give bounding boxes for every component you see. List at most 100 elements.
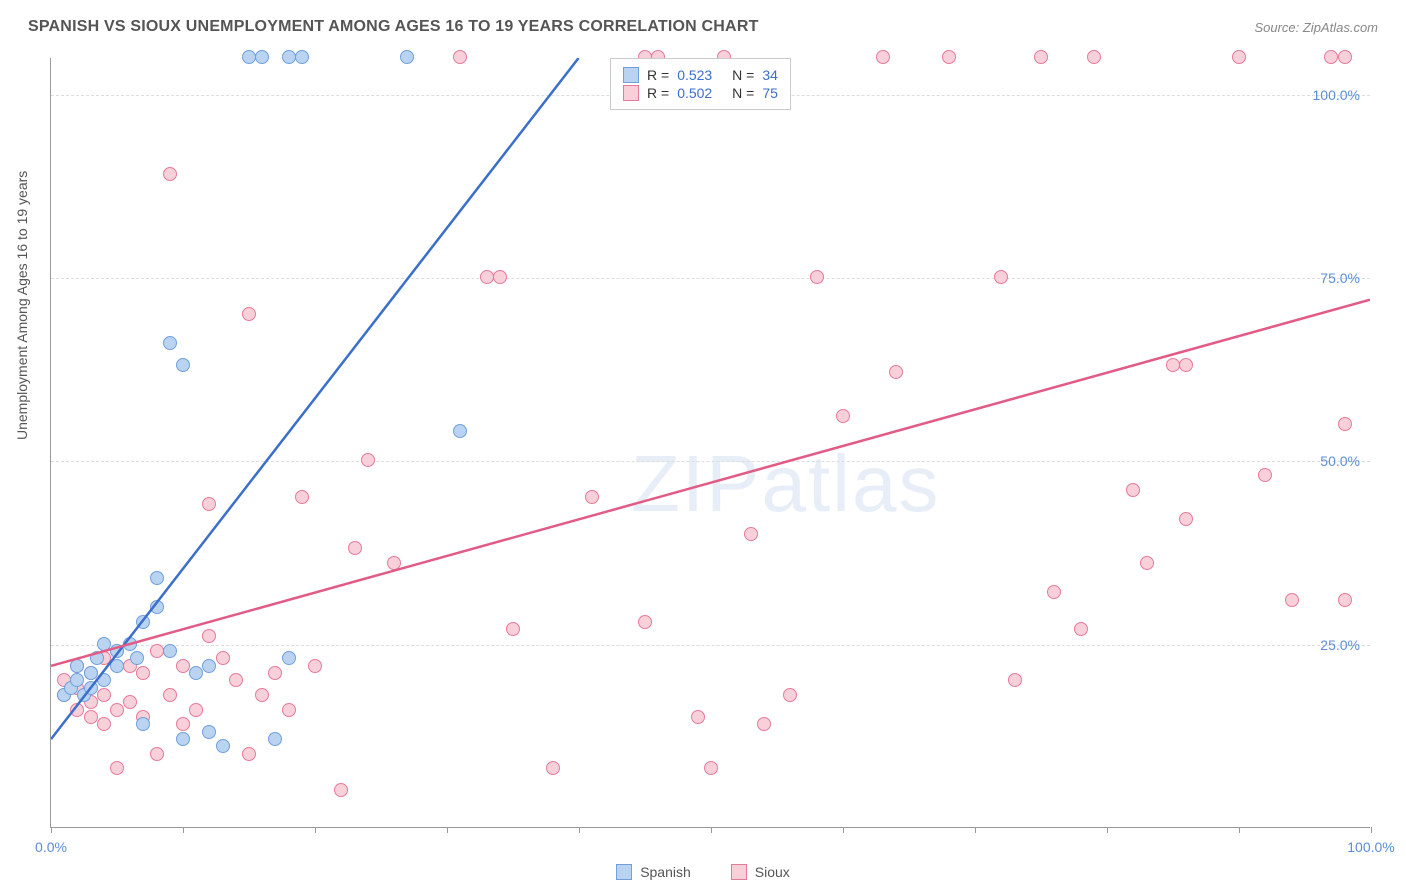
y-axis-label: Unemployment Among Ages 16 to 19 years bbox=[14, 171, 30, 440]
sioux-point bbox=[110, 703, 124, 717]
x-tick-mark bbox=[843, 827, 844, 833]
sioux-point bbox=[242, 747, 256, 761]
legend-item-sioux: Sioux bbox=[731, 864, 790, 880]
sioux-point bbox=[493, 270, 507, 284]
sioux-point bbox=[1126, 483, 1140, 497]
sioux-point bbox=[1034, 50, 1048, 64]
sioux-point bbox=[480, 270, 494, 284]
sioux-point bbox=[836, 409, 850, 423]
spanish-point bbox=[189, 666, 203, 680]
spanish-point bbox=[84, 681, 98, 695]
sioux-point bbox=[1232, 50, 1246, 64]
sioux-point bbox=[691, 710, 705, 724]
sioux-point bbox=[229, 673, 243, 687]
sioux-point bbox=[783, 688, 797, 702]
sioux-point bbox=[546, 761, 560, 775]
y-tick-label: 75.0% bbox=[1320, 270, 1360, 286]
x-tick-mark bbox=[579, 827, 580, 833]
sioux-swatch-icon bbox=[731, 864, 747, 880]
sioux-point bbox=[1179, 512, 1193, 526]
spanish-point bbox=[268, 732, 282, 746]
sioux-point bbox=[268, 666, 282, 680]
sioux-point bbox=[84, 710, 98, 724]
spanish-point bbox=[97, 637, 111, 651]
sioux-point bbox=[876, 50, 890, 64]
chart-header: SPANISH VS SIOUX UNEMPLOYMENT AMONG AGES… bbox=[28, 18, 1378, 36]
sioux-point bbox=[744, 527, 758, 541]
sioux-point bbox=[994, 270, 1008, 284]
sioux-point bbox=[202, 629, 216, 643]
sioux-point bbox=[704, 761, 718, 775]
sioux-point bbox=[1166, 358, 1180, 372]
spanish-point bbox=[97, 673, 111, 687]
x-tick-mark bbox=[447, 827, 448, 833]
x-tick-mark bbox=[1371, 827, 1372, 833]
spanish-point bbox=[176, 732, 190, 746]
x-tick-mark bbox=[1107, 827, 1108, 833]
sioux-point bbox=[308, 659, 322, 673]
spanish-point bbox=[150, 600, 164, 614]
sioux-point bbox=[150, 644, 164, 658]
sioux-point bbox=[1285, 593, 1299, 607]
spanish-point bbox=[110, 659, 124, 673]
spanish-point bbox=[123, 637, 137, 651]
sioux-point bbox=[110, 761, 124, 775]
spanish-point bbox=[70, 659, 84, 673]
watermark: ZIPatlas bbox=[631, 438, 940, 530]
spanish-point bbox=[163, 644, 177, 658]
sioux-point bbox=[295, 490, 309, 504]
x-tick-mark bbox=[51, 827, 52, 833]
spanish-swatch-icon bbox=[616, 864, 632, 880]
sioux-point bbox=[282, 703, 296, 717]
sioux-point bbox=[176, 659, 190, 673]
sioux-swatch bbox=[623, 85, 639, 101]
x-tick-mark bbox=[1239, 827, 1240, 833]
plot-area: ZIPatlas 25.0%50.0%75.0%100.0%0.0%100.0% bbox=[50, 58, 1370, 828]
spanish-point bbox=[176, 358, 190, 372]
gridline bbox=[51, 461, 1370, 462]
sioux-point bbox=[216, 651, 230, 665]
spanish-point bbox=[282, 50, 296, 64]
spanish-point bbox=[202, 659, 216, 673]
sioux-point bbox=[97, 688, 111, 702]
sioux-point bbox=[176, 717, 190, 731]
chart-title: SPANISH VS SIOUX UNEMPLOYMENT AMONG AGES… bbox=[28, 18, 759, 36]
legend-item-spanish: Spanish bbox=[616, 864, 691, 880]
x-tick-mark bbox=[315, 827, 316, 833]
y-tick-label: 25.0% bbox=[1320, 637, 1360, 653]
x-tick-label: 0.0% bbox=[35, 839, 67, 855]
spanish-point bbox=[400, 50, 414, 64]
sioux-point bbox=[1047, 585, 1061, 599]
x-tick-mark bbox=[711, 827, 712, 833]
x-tick-mark bbox=[975, 827, 976, 833]
spanish-point bbox=[216, 739, 230, 753]
y-tick-label: 50.0% bbox=[1320, 453, 1360, 469]
sioux-point bbox=[387, 556, 401, 570]
spanish-point bbox=[150, 571, 164, 585]
legend-row-spanish: R = 0.523 N = 34 bbox=[623, 67, 778, 83]
sioux-point bbox=[1258, 468, 1272, 482]
legend-row-sioux: R = 0.502 N = 75 bbox=[623, 85, 778, 101]
spanish-swatch bbox=[623, 67, 639, 83]
sioux-point bbox=[70, 703, 84, 717]
sioux-point bbox=[1338, 417, 1352, 431]
sioux-point bbox=[942, 50, 956, 64]
sioux-point bbox=[163, 688, 177, 702]
sioux-point bbox=[242, 307, 256, 321]
sioux-point bbox=[1338, 50, 1352, 64]
x-tick-label: 100.0% bbox=[1347, 839, 1394, 855]
sioux-point bbox=[506, 622, 520, 636]
gridline bbox=[51, 278, 1370, 279]
spanish-point bbox=[295, 50, 309, 64]
sioux-point bbox=[361, 453, 375, 467]
gridline bbox=[51, 645, 1370, 646]
sioux-point bbox=[1140, 556, 1154, 570]
sioux-point bbox=[810, 270, 824, 284]
spanish-point bbox=[255, 50, 269, 64]
sioux-point bbox=[255, 688, 269, 702]
x-tick-mark bbox=[183, 827, 184, 833]
spanish-point bbox=[202, 725, 216, 739]
spanish-point bbox=[453, 424, 467, 438]
sioux-point bbox=[189, 703, 203, 717]
sioux-point bbox=[123, 695, 137, 709]
